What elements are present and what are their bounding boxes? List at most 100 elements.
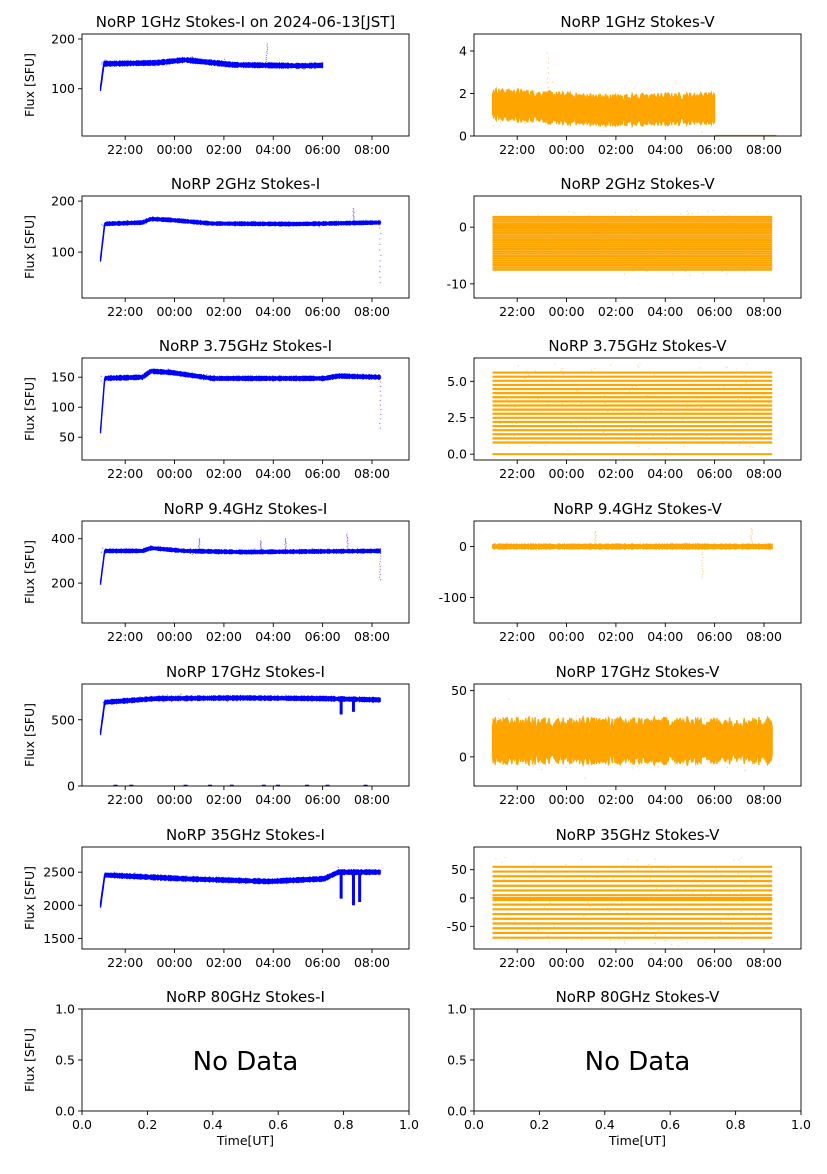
data-point (183, 878, 185, 881)
x-tick-label: 06:00 (697, 304, 733, 319)
spike-point (595, 534, 597, 536)
data-point (556, 741, 558, 744)
data-point (520, 748, 523, 750)
spike-point (594, 533, 596, 535)
data-point (630, 428, 633, 430)
data-point (240, 880, 242, 882)
data-point (535, 216, 537, 218)
data-point (738, 859, 740, 861)
data-point (290, 379, 292, 382)
data-point (534, 96, 536, 98)
data-point (167, 368, 170, 370)
data-point (505, 547, 507, 549)
data-point (654, 858, 656, 860)
data-point (526, 939, 528, 941)
spike-point (259, 544, 261, 546)
data-point (332, 871, 334, 874)
data-point (315, 551, 318, 553)
spike-point (379, 271, 381, 273)
data-point (678, 745, 680, 747)
data-point (764, 425, 766, 427)
data-point (362, 375, 364, 377)
x-tick-label: 00:00 (157, 955, 193, 970)
data-point (608, 720, 610, 722)
data-point (349, 223, 352, 225)
data-point (499, 423, 501, 425)
data-point (311, 548, 314, 550)
data-point (288, 64, 290, 66)
spike-point (595, 540, 597, 542)
x-tick-label: 04:00 (647, 142, 683, 157)
data-point (591, 545, 593, 548)
data-point (617, 721, 620, 724)
data-point (321, 223, 323, 225)
data-point (554, 254, 556, 256)
data-point (573, 230, 575, 232)
data-point (331, 222, 333, 224)
data-point (562, 374, 564, 376)
data-point (652, 110, 655, 112)
spike-point (260, 549, 263, 551)
spike-point (284, 539, 286, 541)
data-point (316, 696, 318, 698)
panel-title: NoRP 9.4GHz Stokes-I (164, 500, 328, 518)
data-point (651, 881, 653, 883)
data-point (531, 237, 533, 239)
data-point (632, 411, 634, 414)
data-point (117, 875, 120, 877)
data-point (575, 426, 577, 428)
no-data-annotation: No Data (585, 1047, 691, 1077)
data-point (118, 877, 120, 879)
data-point (496, 212, 498, 214)
data-point (156, 60, 159, 62)
data-point (763, 258, 765, 260)
data-point (744, 544, 746, 547)
spike-point (379, 427, 381, 429)
data-point (551, 375, 554, 377)
data-point (144, 223, 146, 225)
data-point (593, 233, 596, 235)
data-point (282, 550, 284, 553)
data-point (327, 696, 329, 698)
data-points (99, 368, 382, 434)
data-point (691, 892, 694, 894)
data-point (569, 217, 572, 219)
data-point (675, 547, 678, 549)
data-point (360, 376, 363, 379)
data-point (725, 273, 728, 275)
data-point (614, 211, 617, 214)
data-point (519, 871, 521, 873)
data-point (586, 235, 588, 237)
data-point (698, 546, 700, 548)
data-point (752, 447, 754, 449)
x-tick-label: 02:00 (206, 955, 242, 970)
data-point (192, 61, 194, 63)
data-point (285, 881, 287, 883)
spike-point (380, 376, 382, 378)
data-point (553, 99, 556, 101)
data-point (626, 912, 628, 914)
data-point (609, 364, 612, 366)
data-point (654, 219, 656, 222)
spike-point (347, 547, 349, 549)
data-point (648, 447, 651, 449)
data-point (748, 544, 751, 547)
data-point (124, 379, 127, 382)
data-point (671, 273, 674, 275)
data-point (305, 63, 308, 66)
data-point (597, 416, 599, 418)
data-point (307, 375, 309, 378)
data-point (186, 58, 188, 61)
data-point (328, 548, 330, 550)
data-point (540, 743, 543, 746)
data-point (583, 109, 585, 112)
data-point (135, 698, 138, 701)
spike-point (547, 67, 549, 69)
data-point (546, 547, 548, 549)
x-tick-label: 04:00 (255, 466, 291, 481)
data-point (701, 237, 703, 239)
data-point (759, 751, 761, 753)
panel-title: NoRP 17GHz Stokes-V (556, 663, 721, 681)
data-point (267, 553, 270, 555)
